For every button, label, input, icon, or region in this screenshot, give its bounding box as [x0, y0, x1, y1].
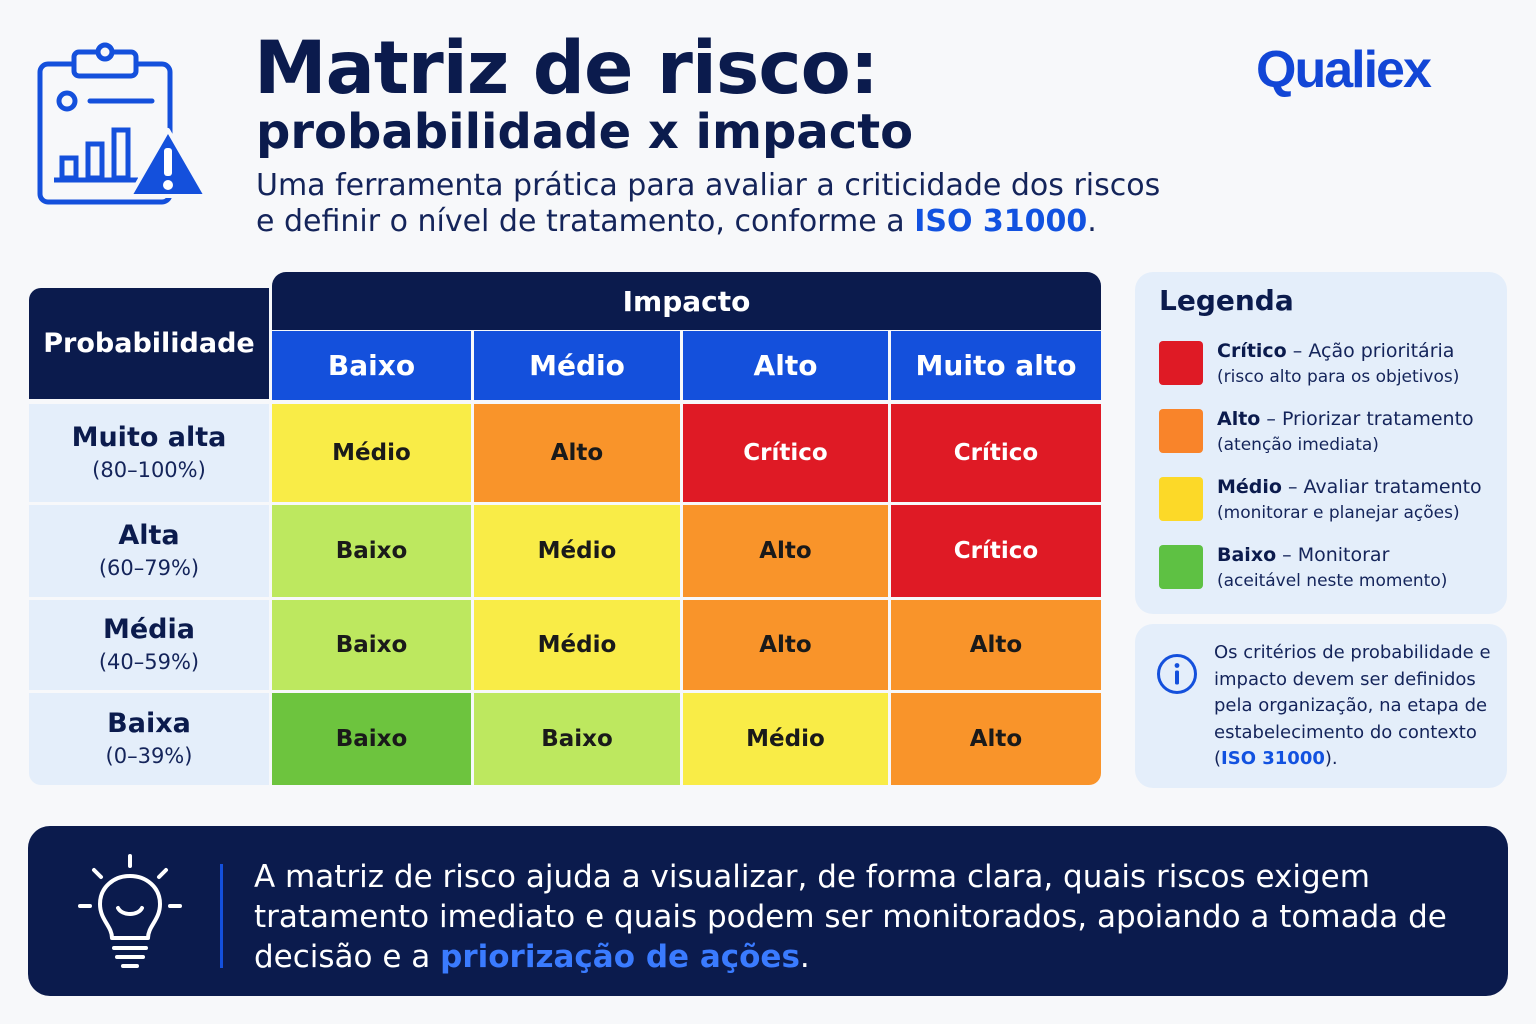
- summary-banner: [28, 826, 1508, 996]
- impact-header: Impacto: [272, 272, 1101, 330]
- probability-row-media: Média (40–59%): [29, 600, 269, 690]
- legend-note: (risco alto para os objetivos): [1217, 367, 1460, 387]
- legend-label: Alto: [1217, 408, 1261, 430]
- description-line-1: Uma ferramenta prática para avaliar a cr…: [256, 168, 1161, 203]
- legend-note: (aceitável neste momento): [1217, 571, 1448, 591]
- brand-logo: Qualiex: [1256, 41, 1432, 99]
- info-panel: [1135, 624, 1507, 788]
- summary-text: A matriz de risco ajuda a visualizar, de…: [254, 857, 1484, 977]
- legend-label: Baixo: [1217, 544, 1277, 566]
- legend-item-line: Alto – Priorizar tratamento: [1217, 406, 1503, 432]
- impact-column-medio: Médio: [474, 331, 680, 400]
- row-percent: (40–59%): [98, 650, 200, 674]
- priorization-highlight: priorização de ações: [440, 939, 800, 975]
- description-line-2: e definir o nível de tratamento, conform…: [256, 204, 1160, 240]
- legend-swatch-medio: [1159, 477, 1203, 521]
- legend-item-line: Médio – Avaliar tratamento: [1217, 474, 1503, 500]
- risk-cell: Médio: [683, 693, 888, 785]
- legend-item-line: Baixo – Monitorar: [1217, 542, 1503, 568]
- risk-cell: Médio: [272, 404, 471, 502]
- info-text-end: ).: [1324, 748, 1338, 769]
- legend-swatch-alto: [1159, 409, 1203, 453]
- risk-cell: Médio: [474, 600, 680, 690]
- risk-cell: Alto: [683, 505, 888, 597]
- risk-cell: Baixo: [272, 505, 471, 597]
- lightbulb-icon: [78, 854, 182, 968]
- page-subtitle: probabilidade x impacto: [256, 104, 914, 160]
- risk-cell: Alto: [891, 600, 1101, 690]
- impact-column-baixo: Baixo: [272, 331, 471, 400]
- legend-title: Legenda: [1159, 284, 1294, 317]
- risk-cell: Alto: [683, 600, 888, 690]
- risk-cell: Crítico: [683, 404, 888, 502]
- page-title: Matriz de risco:: [254, 26, 879, 111]
- row-name: Muito alta: [71, 422, 227, 453]
- iso-highlight: ISO 31000: [914, 204, 1088, 239]
- summary-text-end: .: [799, 939, 810, 975]
- row-percent: (60–79%): [98, 556, 200, 580]
- legend-item-line: Crítico – Ação prioritária: [1217, 338, 1503, 364]
- risk-cell: Baixo: [272, 600, 471, 690]
- risk-cell: Alto: [474, 404, 680, 502]
- page-description: Uma ferramenta prática para avaliar a cr…: [256, 168, 1160, 240]
- iso-highlight: ISO 31000: [1221, 748, 1325, 769]
- legend-swatch-critico: [1159, 341, 1203, 385]
- row-percent: (80–100%): [92, 458, 206, 482]
- probability-header: Probabilidade: [29, 288, 269, 399]
- probability-row-muito-alta: Muito alta (80–100%): [29, 404, 269, 502]
- legend-action: – Ação prioritária: [1286, 340, 1455, 362]
- legend-action: – Avaliar tratamento: [1281, 476, 1482, 498]
- legend-label: Médio: [1217, 476, 1282, 498]
- legend-swatch-baixo: [1159, 545, 1203, 589]
- row-name: Alta: [118, 520, 180, 551]
- legend-note: (monitorar e planejar ações): [1217, 503, 1460, 523]
- risk-cell: Médio: [474, 505, 680, 597]
- clipboard-chart-warning-icon: [37, 42, 208, 205]
- description-end: .: [1087, 204, 1097, 239]
- legend-note: (atenção imediata): [1217, 435, 1379, 455]
- legend-item-baixo: Baixo – Monitorar (aceitável neste momen…: [1217, 542, 1503, 594]
- row-name: Baixa: [107, 708, 191, 739]
- row-name: Média: [103, 614, 195, 645]
- impact-column-muito-alto: Muito alto: [891, 331, 1101, 400]
- legend-item-alto: Alto – Priorizar tratamento (atenção ime…: [1217, 406, 1503, 458]
- risk-cell: Crítico: [891, 404, 1101, 502]
- legend-action: – Priorizar tratamento: [1260, 408, 1474, 430]
- banner-divider: [220, 864, 223, 968]
- impact-column-alto: Alto: [683, 331, 888, 400]
- info-icon: [1157, 654, 1197, 694]
- summary-text-body: A matriz de risco ajuda a visualizar, de…: [254, 859, 1447, 975]
- row-percent: (0–39%): [105, 744, 193, 768]
- legend-item-critico: Crítico – Ação prioritária (risco alto p…: [1217, 338, 1503, 390]
- probability-row-baixa: Baixa (0–39%): [29, 693, 269, 785]
- risk-cell: Baixo: [272, 693, 471, 785]
- description-text: e definir o nível de tratamento, conform…: [256, 204, 915, 239]
- risk-cell: Alto: [891, 693, 1101, 785]
- probability-row-alta: Alta (60–79%): [29, 505, 269, 597]
- legend-item-medio: Médio – Avaliar tratamento (monitorar e …: [1217, 474, 1503, 526]
- risk-cell: Baixo: [474, 693, 680, 785]
- info-text-body: Os critérios de probabilidade e impacto …: [1214, 642, 1491, 769]
- legend-label: Crítico: [1217, 340, 1287, 362]
- legend-action: – Monitorar: [1276, 544, 1390, 566]
- risk-cell: Crítico: [891, 505, 1101, 597]
- info-text: Os critérios de probabilidade e impacto …: [1214, 640, 1502, 773]
